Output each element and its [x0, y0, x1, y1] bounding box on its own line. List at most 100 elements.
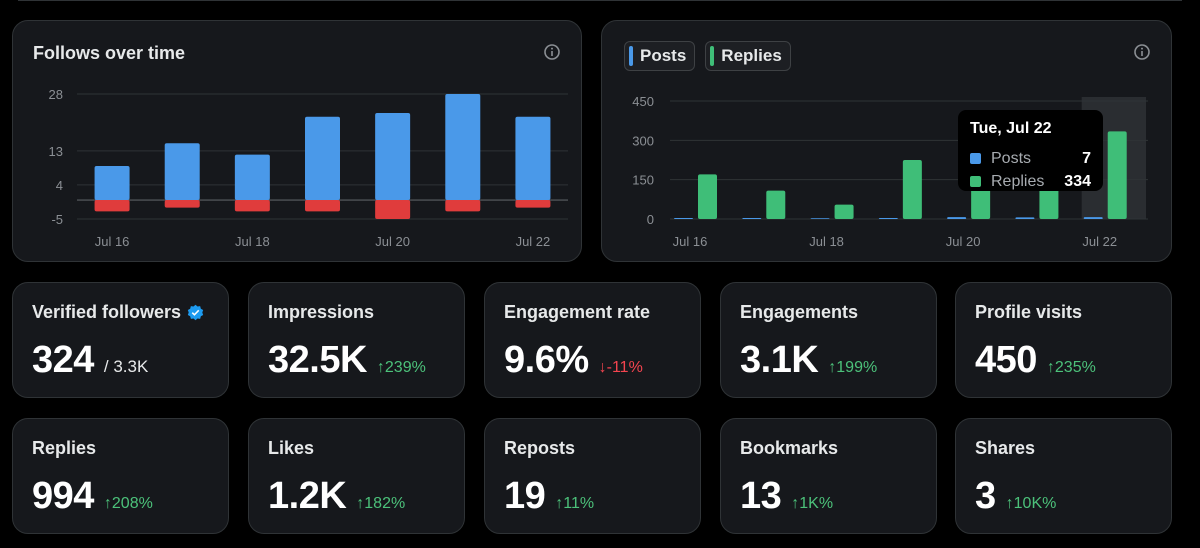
stat-change-value: -11%: [606, 359, 643, 376]
top-divider: [18, 0, 1182, 4]
y-tick-label: 13: [49, 144, 63, 159]
stat-title: Likes: [268, 438, 315, 458]
posts-bar: [674, 217, 693, 219]
follows-bar: [305, 116, 340, 201]
stat-card-verified-followers[interactable]: Verified followers 324 / 3.3K: [12, 282, 229, 398]
stat-title: Profile visits: [975, 302, 1083, 322]
tooltip-row-posts: Posts 7: [970, 147, 1091, 170]
stat-card-engagements[interactable]: Engagements 3.1K ↑199%: [720, 282, 937, 398]
chart-legend: Posts Replies: [624, 41, 791, 71]
stat-row: 450 ↑235%: [975, 339, 1096, 382]
stat-card-shares[interactable]: Shares 3 ↑10K%: [955, 418, 1172, 534]
stat-card-impressions[interactable]: Impressions 32.5K ↑239%: [248, 282, 465, 398]
arrow-up-icon: ↑: [791, 495, 800, 512]
tooltip-posts-value: 7: [1082, 149, 1091, 167]
stat-change-value: 235%: [1054, 359, 1096, 376]
stat-card-bookmarks[interactable]: Bookmarks 13 ↑1K%: [720, 418, 937, 534]
tooltip-posts-label: Posts: [991, 149, 1032, 167]
stat-value: 19: [504, 475, 546, 517]
stat-value: 324: [32, 339, 94, 381]
stat-row: 32.5K ↑239%: [268, 339, 426, 382]
stat-change: ↑1K%: [791, 495, 833, 513]
stat-title: Verified followers: [32, 302, 204, 323]
stat-value: 450: [975, 339, 1037, 381]
unfollows-bar: [305, 200, 340, 212]
stat-change: ↑182%: [356, 495, 405, 513]
stat-title-text: Verified followers: [32, 302, 182, 322]
stat-change-value: 208%: [111, 495, 153, 512]
unfollows-bar: [164, 200, 200, 208]
stat-title: Engagements: [740, 302, 859, 322]
follows-chart-title: Follows over time: [33, 43, 186, 63]
stat-change-value: 10K%: [1013, 495, 1057, 512]
stat-title: Reposts: [504, 438, 576, 458]
stat-card-profile-visits[interactable]: Profile visits 450 ↑235%: [955, 282, 1172, 398]
y-tick-label: 4: [56, 178, 63, 193]
tooltip-posts-swatch: [970, 153, 981, 164]
follows-bar: [375, 112, 411, 201]
arrow-up-icon: ↑: [376, 359, 385, 376]
x-tick-label: Jul 20: [375, 234, 410, 249]
y-tick-label: 150: [632, 173, 654, 188]
arrow-up-icon: ↑: [1046, 359, 1055, 376]
arrow-up-icon: ↑: [1005, 495, 1014, 512]
tooltip-row-replies: Replies 334: [970, 170, 1091, 193]
tooltip-replies-label: Replies: [991, 172, 1045, 190]
chart-tooltip: Tue, Jul 22 Posts 7 Replies 334: [958, 110, 1103, 191]
replies-bar: [766, 190, 786, 219]
follows-chart: 28 13 4 -5 Jul 16 Jul 18 Jul 20 Jul 22: [49, 87, 568, 249]
stat-value: 13: [740, 475, 782, 517]
posts-bar: [810, 218, 830, 219]
follows-bar: [94, 165, 130, 201]
x-tick-label: Jul 16: [673, 234, 708, 249]
stat-title: Replies: [32, 438, 97, 458]
replies-bar: [698, 174, 717, 219]
stat-row: 3 ↑10K%: [975, 475, 1056, 518]
posts-bar: [947, 217, 967, 219]
stat-card-reposts[interactable]: Reposts 19 ↑11%: [484, 418, 701, 534]
stat-card-replies[interactable]: Replies 994 ↑208%: [12, 418, 229, 534]
info-icon[interactable]: [1133, 43, 1151, 61]
stat-change: ↑10K%: [1006, 495, 1057, 513]
stat-title: Bookmarks: [740, 438, 839, 458]
legend-replies-toggle[interactable]: Replies: [705, 41, 791, 71]
tooltip-replies-swatch: [970, 176, 981, 187]
verified-badge-icon: [187, 304, 204, 321]
arrow-up-icon: ↑: [828, 359, 837, 376]
stat-value: 3: [975, 475, 996, 517]
y-tick-label: -5: [51, 212, 63, 227]
unfollows-bar: [234, 200, 270, 212]
x-tick-label: Jul 22: [516, 234, 551, 249]
replies-bar: [1107, 131, 1127, 219]
tooltip-replies-value: 334: [1064, 172, 1091, 190]
stat-value: 994: [32, 475, 94, 517]
stat-change: ↑11%: [555, 495, 594, 513]
unfollows-bar: [375, 200, 411, 219]
stat-row: 994 ↑208%: [32, 475, 153, 518]
stat-card-engagement-rate[interactable]: Engagement rate 9.6% ↓-11%: [484, 282, 701, 398]
stat-change: ↑199%: [828, 359, 877, 377]
stat-row: 19 ↑11%: [504, 475, 594, 518]
x-tick-label: Jul 18: [235, 234, 270, 249]
stat-card-likes[interactable]: Likes 1.2K ↑182%: [248, 418, 465, 534]
follows-bar: [515, 116, 551, 201]
posts-replies-card: Posts Replies 450 300 150 0 Jul 16 Jul 18 Jul …: [601, 20, 1172, 262]
follows-bar: [445, 94, 481, 201]
arrow-up-icon: ↑: [555, 495, 564, 512]
posts-bar: [742, 217, 762, 219]
stat-row: 324 / 3.3K: [32, 339, 148, 382]
info-icon[interactable]: [543, 43, 561, 61]
stat-row: 3.1K ↑199%: [740, 339, 877, 382]
stat-sub: / 3.3K: [103, 357, 149, 376]
posts-bar: [1015, 217, 1035, 219]
y-tick-label: 28: [49, 87, 63, 102]
stat-change: ↓-11%: [599, 359, 643, 377]
stat-row: 1.2K ↑182%: [268, 475, 405, 518]
arrow-up-icon: ↑: [103, 495, 112, 512]
legend-replies-label: Replies: [721, 46, 782, 65]
unfollows-bar: [445, 200, 481, 212]
legend-posts-toggle[interactable]: Posts: [624, 41, 696, 71]
unfollows-bar: [94, 200, 130, 212]
y-tick-label: 300: [632, 133, 654, 148]
stat-value: 9.6%: [504, 339, 589, 381]
